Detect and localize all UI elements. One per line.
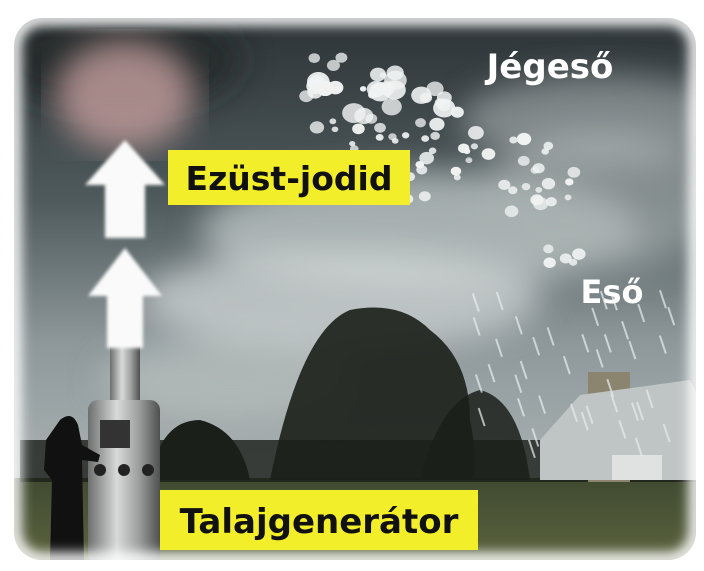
hailstone	[468, 126, 484, 139]
hailstone	[565, 178, 573, 185]
hailstone	[569, 259, 577, 266]
hailstone	[429, 118, 444, 131]
hailstone	[416, 165, 427, 174]
hailstone	[565, 195, 572, 201]
hailstone	[354, 108, 373, 124]
hailstone	[411, 87, 431, 104]
hailstone	[518, 156, 530, 166]
hailstone	[509, 136, 517, 143]
hailstone	[543, 257, 555, 267]
hailstone	[505, 205, 519, 217]
rain-label: Eső	[581, 273, 644, 311]
hailstone	[376, 134, 384, 141]
hailstone	[482, 148, 496, 160]
hailstone	[451, 107, 464, 118]
hailstone	[419, 191, 431, 201]
hailstone	[531, 167, 539, 174]
page: Ezüst-jodid Talajgenerátor Jégeső Eső ((…	[0, 0, 704, 571]
smoke	[55, 40, 195, 150]
hailstone	[542, 178, 555, 189]
hailstone	[454, 174, 461, 180]
hailstone	[332, 126, 339, 132]
hailstone	[572, 248, 585, 259]
silver-iodide-label: Ezüst-jodid	[186, 159, 393, 198]
hailstone	[309, 53, 320, 63]
hailstone	[533, 197, 548, 210]
hail-label: Jégeső	[485, 47, 614, 87]
hailstone	[386, 65, 403, 80]
hailstone	[543, 244, 553, 253]
hailstone	[430, 132, 440, 140]
hailstone	[517, 133, 531, 145]
hailstone	[335, 53, 347, 63]
hailstone	[458, 143, 469, 153]
hailstone	[471, 143, 478, 149]
hailstone	[352, 123, 365, 134]
hailstone	[402, 132, 409, 138]
hailstone	[329, 118, 336, 124]
hailstone	[421, 135, 429, 142]
hailstone	[437, 91, 452, 104]
hailstone	[380, 72, 387, 78]
generator-label: Talajgenerátor	[180, 502, 459, 542]
hailstone	[498, 180, 510, 190]
hailstone	[382, 98, 402, 115]
hailstone	[415, 118, 426, 127]
hailstone	[309, 75, 325, 89]
hailstone	[419, 152, 434, 164]
hailstone	[378, 81, 395, 96]
infographic: Ezüst-jodid Talajgenerátor Jégeső Eső	[0, 0, 704, 571]
hailstone	[541, 148, 549, 154]
hailstone	[567, 167, 580, 178]
hailstone	[535, 187, 542, 193]
hailstone	[360, 86, 366, 91]
hailstone	[374, 123, 386, 133]
hailstone	[310, 121, 324, 133]
hailstone	[522, 183, 531, 190]
hailstone	[451, 167, 462, 176]
hailstone	[349, 141, 355, 146]
hailstone	[388, 133, 396, 140]
hailstone	[465, 157, 472, 163]
